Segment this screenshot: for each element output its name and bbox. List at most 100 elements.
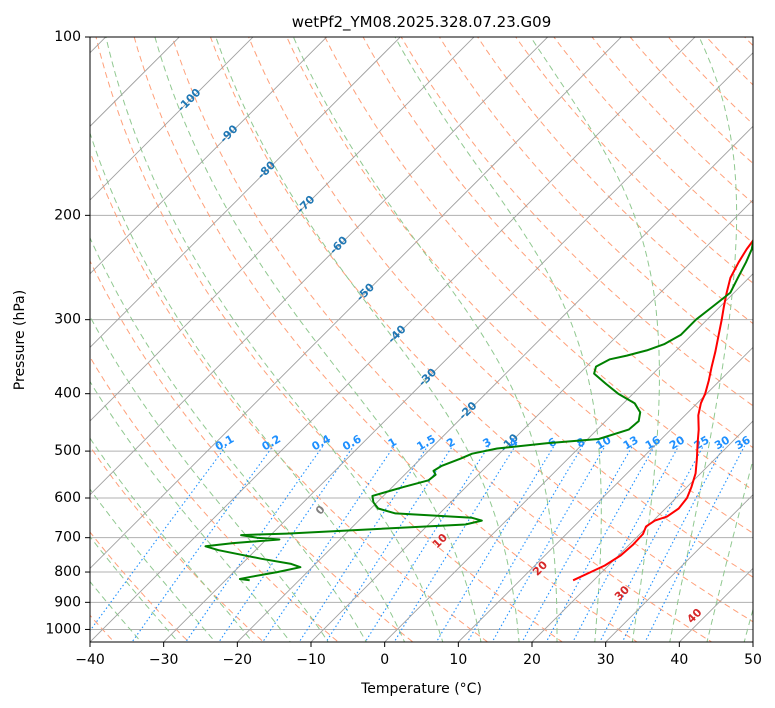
mixing-ratio-label: 0.1	[213, 432, 236, 453]
moist-adiabat--5	[90, 315, 329, 642]
y-tick-label: 400	[54, 386, 81, 402]
mixing-ratio-label: 25	[692, 433, 712, 452]
mixing-ratio-label: 2	[444, 435, 457, 450]
y-tick-label: 900	[54, 594, 81, 610]
mixing-ratio-line-9	[435, 445, 555, 642]
isotherm-20	[531, 420, 753, 642]
moist-adiabat--15	[90, 437, 254, 642]
x-tick-label: −30	[149, 652, 179, 668]
moist-adiabat--20	[90, 488, 216, 642]
mixing-ratio-line-4	[262, 445, 395, 642]
moist-adiabat--30	[90, 580, 142, 642]
dry-adiabat-10	[90, 150, 489, 642]
moist-adiabat-20	[215, 37, 520, 642]
skewed-isotherms	[90, 37, 753, 642]
dry-adiabat-120	[477, 37, 753, 325]
y-tick-label: 600	[54, 490, 81, 506]
x-tick-label: 40	[670, 652, 688, 668]
y-tick-label: 1000	[45, 621, 81, 637]
mixing-ratio-line-10	[466, 445, 584, 642]
isotherm--10	[310, 199, 753, 642]
dry-adiabat-50	[209, 37, 753, 623]
isotherm--90	[90, 37, 328, 275]
y-tick-label: 500	[54, 443, 81, 459]
isotherm-label: -90	[217, 122, 240, 145]
x-tick-label: −20	[223, 652, 253, 668]
mixing-ratio-label: 16	[643, 433, 663, 452]
moist-adiabat-label: 30	[612, 583, 632, 603]
mixing-ratio-line-7	[364, 445, 490, 642]
moist-adiabat-10	[105, 37, 444, 642]
moist-adiabat-35	[530, 37, 660, 642]
mixing-ratio-line-14	[572, 445, 680, 642]
mixing-ratio-label: 20	[667, 433, 687, 452]
dry-adiabat-20	[95, 37, 564, 642]
plot-frame	[89, 36, 754, 643]
mixing-ratio-line-11	[491, 445, 606, 642]
isotherm-0	[384, 273, 753, 642]
x-tick-label: 30	[597, 652, 615, 668]
dry-adiabat-60	[248, 37, 753, 578]
x-tick-label: −40	[75, 652, 105, 668]
x-tick-label: 10	[449, 652, 467, 668]
dry-adiabat--20	[90, 445, 265, 642]
isotherm--20	[236, 125, 753, 642]
dry-adiabat-190	[743, 37, 753, 47]
moist-adiabat-15	[154, 37, 482, 642]
moist-adiabat-30	[394, 37, 602, 642]
y-tick-label: 100	[54, 29, 81, 45]
dry-adiabat-180	[705, 37, 753, 86]
isotherm-10	[457, 346, 753, 642]
isotherm-50	[752, 641, 753, 642]
mixing-ratio-label: 0.4	[310, 432, 334, 453]
mixing-ratio-line-16	[621, 445, 725, 642]
y-tick-label: 300	[54, 312, 81, 328]
y-tick-label: 800	[54, 564, 81, 580]
dry-adiabat-0	[90, 259, 414, 642]
dry-adiabat-40	[171, 37, 713, 642]
mixing-ratio-label: 30	[712, 433, 732, 452]
mixing-ratio-line-3	[218, 445, 355, 642]
chart-title: wetPf2_YM08.2025.328.07.23.G09	[292, 13, 551, 32]
dry-adiabat-90	[362, 37, 753, 449]
dry-adiabat-140	[553, 37, 753, 244]
mixing-ratio-line-13	[545, 445, 656, 642]
mixing-ratio-line-12	[521, 445, 633, 642]
x-tick-label: −10	[296, 652, 326, 668]
y-tick-label: 700	[54, 530, 81, 546]
moist-adiabat--10	[90, 380, 291, 642]
x-tick-label: 0	[380, 652, 389, 668]
grid-layer	[90, 37, 753, 630]
dry-adiabat-160	[629, 37, 753, 165]
moist-adiabat-45	[706, 457, 753, 642]
y-tick-label: 200	[54, 207, 81, 223]
isotherm-label: -30	[416, 366, 439, 389]
x-axis-label: Temperature (°C)	[360, 681, 482, 697]
dry-adiabat-70	[286, 37, 753, 534]
mixing-ratio-line-5	[298, 445, 429, 642]
isotherm-label: -70	[294, 193, 317, 216]
isotherm-label: -20	[456, 399, 479, 422]
isotherm--100	[90, 37, 254, 201]
dry-adiabat--30	[90, 531, 190, 642]
y-axis: 100 200 300 400 500 600 700 800 900 1000	[45, 29, 90, 637]
moist-adiabat-40	[669, 37, 738, 642]
profile-series	[204, 236, 753, 582]
mixing-ratio-label: 0.6	[340, 432, 364, 453]
isotherm--70	[90, 37, 475, 422]
isotherm--50	[90, 37, 622, 570]
isotherm--60	[90, 37, 549, 496]
moist-adiabat-5	[90, 131, 406, 642]
mixing-ratio-label: 8	[574, 435, 587, 450]
mixing-ratio-line-15	[599, 445, 704, 642]
isotherm--30	[163, 52, 753, 642]
moist-adiabat-0	[90, 236, 367, 642]
mixing-ratio-label: 1.5	[414, 432, 437, 453]
dry-adiabat-100	[400, 37, 753, 407]
series-line-1	[204, 236, 753, 582]
dry-adiabat-30	[133, 37, 638, 642]
dry-adiabat-130	[515, 37, 753, 284]
isotherm--40	[90, 37, 696, 642]
dry-adiabat-110	[438, 37, 753, 366]
